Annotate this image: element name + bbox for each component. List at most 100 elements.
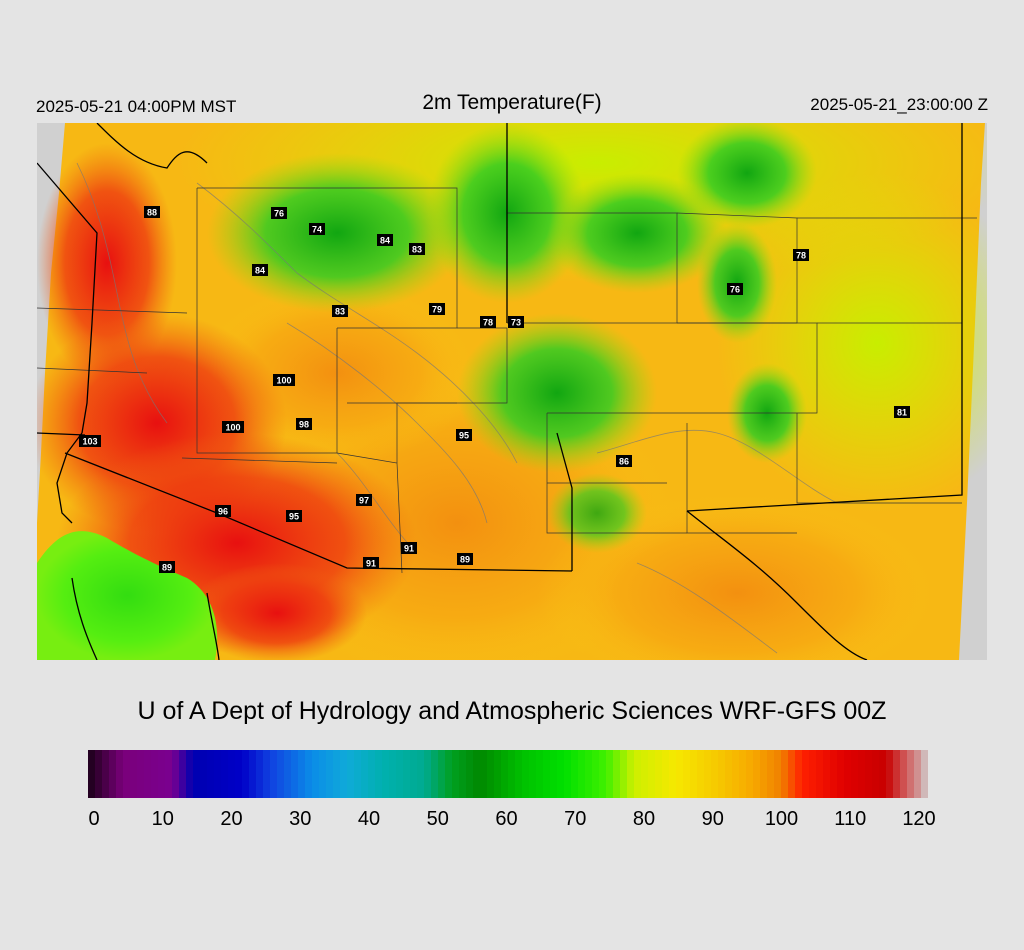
colorbar-segment <box>921 750 928 798</box>
colorbar-segment <box>767 750 775 798</box>
colorbar-segment <box>760 750 768 798</box>
colorbar-segment <box>809 750 817 798</box>
station-label: 98 <box>296 418 312 430</box>
colorbar-segment <box>599 750 607 798</box>
station-value: 86 <box>619 457 629 467</box>
colorbar-segment <box>774 750 782 798</box>
colorbar-tick-label: 10 <box>151 808 174 830</box>
colorbar-segment <box>571 750 579 798</box>
colorbar-segment <box>648 750 656 798</box>
colorbar-segment <box>347 750 355 798</box>
station-label: 95 <box>286 510 302 522</box>
colorbar-segment <box>102 750 110 798</box>
colorbar-segment <box>487 750 495 798</box>
colorbar-segment <box>179 750 187 798</box>
colorbar-tick-label: 40 <box>357 808 381 830</box>
station-labels: 88 76 74 84 83 84 83 79 78 73 78 76 100 100 98 103 95 86 8… <box>79 206 910 573</box>
station-value: 84 <box>255 266 265 276</box>
colorbar-segment <box>795 750 803 798</box>
colorbar-segment <box>298 750 306 798</box>
station-value: 97 <box>359 496 369 506</box>
colorbar-segment <box>473 750 481 798</box>
colorbar-segment <box>158 750 166 798</box>
colorbar-segment <box>151 750 159 798</box>
colorbar-segment <box>333 750 341 798</box>
station-label: 89 <box>159 561 175 573</box>
colorbar-segment <box>270 750 278 798</box>
colorbar-segment <box>305 750 313 798</box>
colorbar-segment <box>137 750 145 798</box>
colorbar-segment <box>424 750 432 798</box>
colorbar-segment <box>683 750 691 798</box>
colorbar-segment <box>466 750 474 798</box>
colorbar-segment <box>893 750 901 798</box>
colorbar-segment <box>781 750 789 798</box>
station-label: 96 <box>215 505 231 517</box>
colorbar-segment <box>858 750 866 798</box>
colorbar-segment <box>515 750 523 798</box>
station-value: 76 <box>730 285 740 295</box>
colorbar-segment <box>186 750 194 798</box>
colorbar-tick-label: 90 <box>701 808 724 830</box>
colorbar-segment <box>361 750 369 798</box>
station-value: 95 <box>459 431 469 441</box>
colorbar-segment <box>354 750 362 798</box>
temperature-map: 88 76 74 84 83 84 83 79 78 73 78 76 100 100 98 103 95 86 8… <box>37 123 987 660</box>
colorbar-segment <box>88 750 96 798</box>
cool-region-colorado <box>457 313 657 473</box>
colorbar-segment <box>494 750 502 798</box>
station-value: 89 <box>162 563 172 573</box>
station-label: 89 <box>457 553 473 565</box>
colorbar-segment <box>165 750 173 798</box>
station-label: 78 <box>480 316 496 328</box>
station-label: 81 <box>894 406 910 418</box>
hot-region-baja <box>187 563 367 660</box>
colorbar-segment <box>403 750 411 798</box>
station-value: 84 <box>380 236 390 246</box>
station-label: 91 <box>363 557 379 569</box>
cool-region-nm <box>547 473 647 553</box>
colorbar-segment <box>627 750 635 798</box>
colorbar-segment <box>788 750 796 798</box>
station-label: 91 <box>401 542 417 554</box>
colorbar-segment <box>508 750 516 798</box>
colorbar-segment <box>438 750 446 798</box>
colorbar-segment <box>291 750 299 798</box>
colorbar-segment <box>382 750 390 798</box>
station-value: 89 <box>460 555 470 565</box>
colorbar-segment <box>585 750 593 798</box>
station-value: 100 <box>276 376 291 386</box>
station-label: 88 <box>144 206 160 218</box>
colorbar-segment <box>109 750 117 798</box>
colorbar-segment <box>522 750 530 798</box>
station-value: 98 <box>299 420 309 430</box>
station-value: 74 <box>312 225 322 235</box>
station-value: 83 <box>412 245 422 255</box>
station-value: 73 <box>511 318 521 328</box>
colorbar-segment <box>221 750 229 798</box>
colorbar-segment <box>900 750 908 798</box>
station-value: 91 <box>404 544 414 554</box>
colorbar-segment <box>396 750 404 798</box>
colorbar-segment <box>662 750 670 798</box>
colorbar-segment <box>193 750 201 798</box>
station-label: 83 <box>409 243 425 255</box>
colorbar-segment <box>207 750 215 798</box>
state-borders <box>37 187 977 574</box>
main-borders <box>37 123 963 660</box>
station-value: 78 <box>483 318 493 328</box>
colorbar-segment <box>284 750 292 798</box>
colorbar-segment <box>753 750 761 798</box>
colorbar-segment <box>592 750 600 798</box>
colorbar-segment <box>886 750 894 798</box>
colorbar-segment <box>557 750 565 798</box>
colorbar-segment <box>851 750 859 798</box>
colorbar-segment <box>704 750 712 798</box>
colorbar-segment <box>326 750 334 798</box>
colorbar-segment <box>95 750 103 798</box>
colorbar-segment <box>256 750 264 798</box>
colorbar-segment <box>459 750 467 798</box>
colorbar-segment <box>536 750 544 798</box>
cool-region-colorado-north <box>547 173 727 293</box>
station-value: 103 <box>82 437 97 447</box>
